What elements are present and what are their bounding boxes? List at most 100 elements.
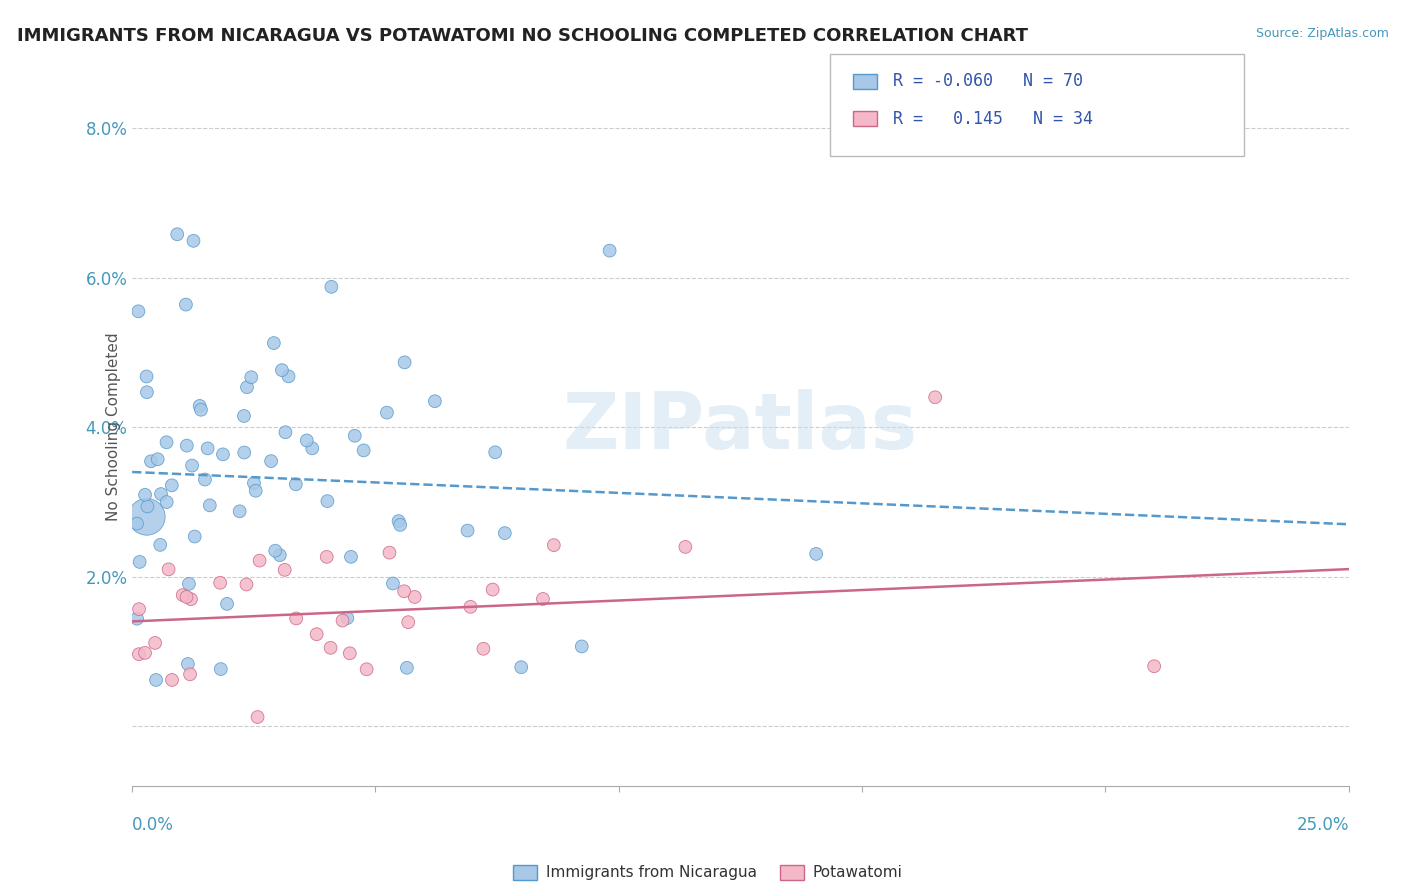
Point bbox=[673, 540, 696, 554]
Point bbox=[494, 526, 516, 541]
Point bbox=[273, 563, 295, 577]
Text: 25.0%: 25.0% bbox=[1296, 815, 1348, 834]
Point bbox=[472, 641, 495, 656]
Point bbox=[339, 646, 361, 660]
Point bbox=[1143, 659, 1166, 673]
Point bbox=[181, 458, 204, 473]
Point bbox=[245, 483, 267, 498]
Point bbox=[336, 611, 359, 625]
Point bbox=[353, 443, 375, 458]
Point bbox=[599, 244, 621, 258]
Point bbox=[176, 439, 198, 453]
Point bbox=[135, 509, 157, 524]
Point bbox=[423, 394, 446, 409]
Point bbox=[356, 662, 378, 676]
Point bbox=[316, 494, 339, 508]
Point bbox=[340, 549, 363, 564]
Point bbox=[188, 399, 211, 413]
Point bbox=[343, 429, 366, 443]
Point bbox=[277, 369, 299, 384]
Point bbox=[236, 380, 259, 394]
Point bbox=[301, 442, 323, 456]
Point bbox=[209, 575, 232, 590]
Point bbox=[209, 662, 232, 676]
Text: R =   0.145   N = 34: R = 0.145 N = 34 bbox=[893, 110, 1092, 128]
Point bbox=[460, 599, 482, 614]
Point bbox=[571, 640, 593, 654]
Point bbox=[135, 369, 157, 384]
Point bbox=[804, 547, 827, 561]
Point bbox=[269, 548, 291, 562]
Point bbox=[531, 591, 554, 606]
Point bbox=[394, 355, 416, 369]
Point bbox=[392, 584, 415, 599]
Point bbox=[155, 435, 177, 450]
Point bbox=[481, 582, 503, 597]
Point bbox=[387, 514, 409, 528]
Text: Immigrants from Nicaragua: Immigrants from Nicaragua bbox=[546, 865, 756, 880]
Point bbox=[228, 504, 250, 518]
Point bbox=[264, 543, 287, 558]
Point bbox=[284, 477, 307, 491]
Point bbox=[180, 592, 202, 607]
Point bbox=[404, 590, 426, 604]
Point bbox=[197, 442, 219, 456]
Point bbox=[194, 473, 217, 487]
Point bbox=[136, 500, 159, 514]
Point bbox=[305, 627, 328, 641]
Point bbox=[396, 615, 419, 630]
Point bbox=[246, 710, 269, 724]
Point bbox=[174, 297, 197, 311]
Point bbox=[243, 476, 266, 491]
Text: ZIPatlas: ZIPatlas bbox=[562, 389, 918, 465]
Point bbox=[543, 538, 565, 552]
Point bbox=[285, 611, 308, 625]
Text: 0.0%: 0.0% bbox=[132, 815, 174, 834]
Point bbox=[183, 234, 205, 248]
Point bbox=[179, 667, 201, 681]
Point bbox=[157, 562, 180, 576]
Point bbox=[395, 661, 418, 675]
Point bbox=[176, 590, 198, 604]
Point bbox=[375, 406, 398, 420]
Point bbox=[240, 370, 263, 384]
Point bbox=[143, 636, 166, 650]
Point bbox=[484, 445, 506, 459]
Point bbox=[128, 555, 150, 569]
Point bbox=[146, 452, 169, 467]
Point bbox=[183, 530, 205, 544]
Point bbox=[235, 577, 257, 591]
Point bbox=[150, 487, 173, 501]
Point bbox=[145, 673, 167, 687]
Y-axis label: No Schooling Completed: No Schooling Completed bbox=[105, 333, 121, 522]
Point bbox=[149, 538, 172, 552]
Point bbox=[128, 647, 150, 661]
Text: Potawatomi: Potawatomi bbox=[813, 865, 903, 880]
Point bbox=[260, 454, 283, 468]
Point bbox=[924, 390, 946, 404]
Point bbox=[134, 646, 156, 660]
Text: Source: ZipAtlas.com: Source: ZipAtlas.com bbox=[1256, 27, 1389, 40]
Point bbox=[212, 447, 235, 461]
Point bbox=[389, 517, 412, 532]
Point bbox=[125, 612, 148, 626]
Point bbox=[263, 336, 285, 351]
Point bbox=[233, 445, 256, 459]
Text: R = -0.060   N = 70: R = -0.060 N = 70 bbox=[893, 72, 1083, 90]
Point bbox=[134, 488, 156, 502]
Point bbox=[160, 673, 183, 687]
Text: IMMIGRANTS FROM NICARAGUA VS POTAWATOMI NO SCHOOLING COMPLETED CORRELATION CHART: IMMIGRANTS FROM NICARAGUA VS POTAWATOMI … bbox=[17, 27, 1028, 45]
Point bbox=[177, 657, 200, 671]
Point bbox=[381, 576, 404, 591]
Point bbox=[378, 546, 401, 560]
Point bbox=[315, 549, 337, 564]
Point bbox=[233, 409, 256, 423]
Point bbox=[172, 588, 194, 602]
Point bbox=[128, 602, 150, 616]
Point bbox=[139, 454, 162, 468]
Point bbox=[156, 495, 179, 509]
Point bbox=[135, 385, 157, 400]
Point bbox=[166, 227, 188, 242]
Point bbox=[271, 363, 294, 377]
Point bbox=[332, 614, 354, 628]
